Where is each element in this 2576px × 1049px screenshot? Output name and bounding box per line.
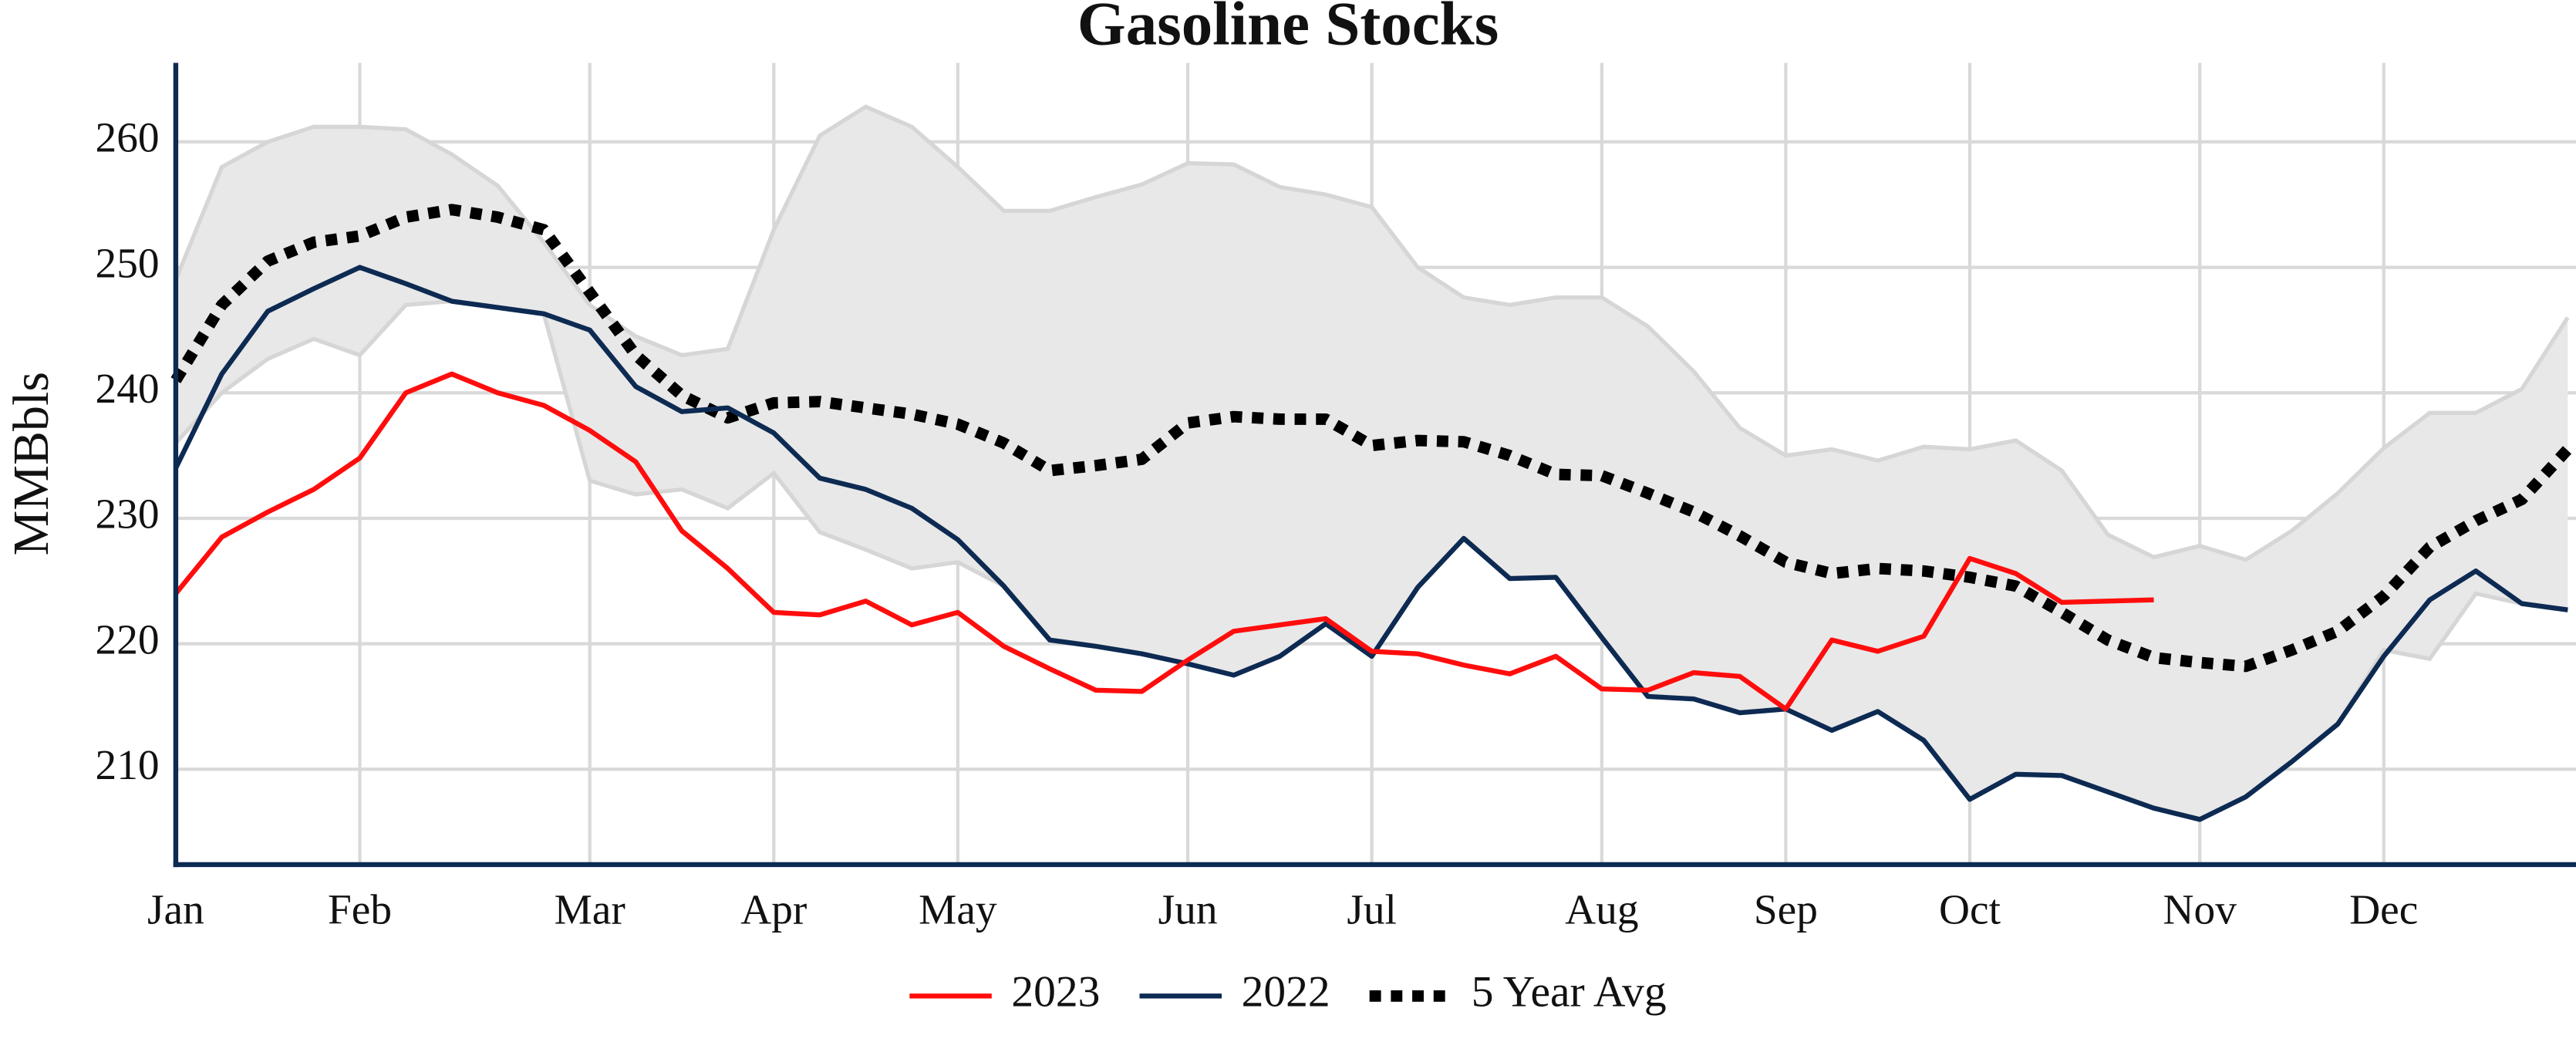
x-tick-label: Jan bbox=[147, 886, 204, 933]
legend-item: 2022 bbox=[1139, 968, 1330, 1017]
legend-item: 5 Year Avg bbox=[1369, 968, 1667, 1017]
x-tick-label: Jun bbox=[1158, 886, 1218, 933]
x-tick-label: Feb bbox=[328, 886, 392, 933]
plot-area bbox=[170, 104, 2572, 822]
x-tick-label: Dec bbox=[2349, 886, 2418, 933]
x-tick-label: Aug bbox=[1565, 886, 1638, 933]
y-tick-label: 230 bbox=[96, 491, 160, 538]
range-edge bbox=[174, 104, 2570, 562]
x-tick-label: Nov bbox=[2163, 886, 2237, 933]
y-tick-label: 250 bbox=[96, 239, 160, 286]
legend-label: 2023 bbox=[1011, 968, 1100, 1017]
legend-label: 5 Year Avg bbox=[1472, 968, 1667, 1017]
legend-item: 2023 bbox=[909, 968, 1100, 1017]
x-tick-label: Oct bbox=[1939, 886, 2001, 933]
x-tick-label: Jul bbox=[1347, 886, 1397, 933]
range-band bbox=[175, 106, 2568, 820]
y-axis-label: MMBbls bbox=[3, 372, 59, 555]
axes: 210 220 230 240 250 260 Jan Feb Mar Apr May Jun Jul A… bbox=[96, 62, 2576, 933]
series-line bbox=[170, 204, 2572, 673]
chart-title: Gasoline Stocks bbox=[1077, 0, 1499, 58]
y-tick-label: 220 bbox=[96, 616, 160, 663]
series-line bbox=[174, 371, 2154, 712]
y-tick-label: 210 bbox=[96, 741, 160, 788]
legend-label: 2022 bbox=[1242, 968, 1330, 1017]
x-tick-label: May bbox=[919, 886, 997, 933]
y-tick-label: 240 bbox=[96, 365, 160, 412]
x-tick-label: Apr bbox=[740, 886, 807, 933]
legend: 2023 2022 5 Year Avg bbox=[909, 968, 1667, 1017]
x-tick-label: Sep bbox=[1754, 886, 1818, 933]
y-tick-label: 260 bbox=[96, 114, 160, 161]
x-tick-label: Mar bbox=[555, 886, 625, 933]
series-line bbox=[174, 265, 2568, 822]
